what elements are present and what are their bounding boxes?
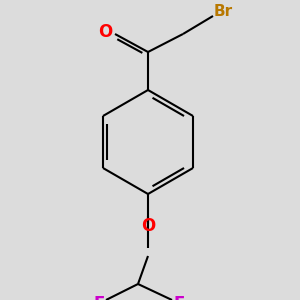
Text: Br: Br <box>213 4 232 20</box>
Text: O: O <box>98 23 112 41</box>
Text: O: O <box>141 217 155 235</box>
Text: F: F <box>93 295 105 300</box>
Text: F: F <box>173 295 185 300</box>
